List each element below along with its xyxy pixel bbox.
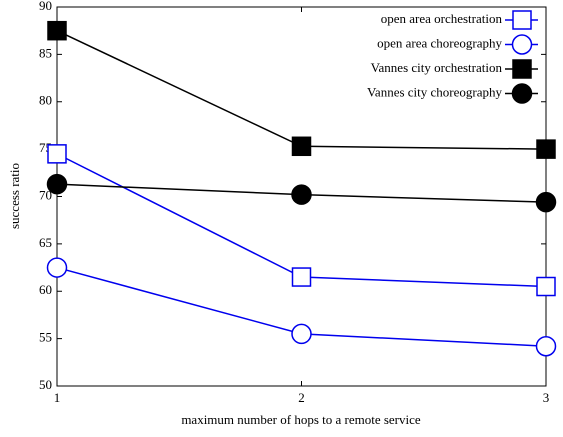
y-axis-label: success ratio	[7, 163, 22, 229]
marker	[46, 257, 68, 278]
marker	[536, 139, 556, 159]
y-tick-label: 50	[39, 377, 52, 392]
marker	[291, 323, 312, 345]
y-tick-label: 55	[39, 330, 52, 345]
y-tick-label: 60	[39, 282, 52, 297]
legend-marker	[512, 10, 532, 30]
legend-marker	[511, 83, 533, 104]
x-tick-label: 1	[54, 390, 61, 405]
y-tick-label: 85	[39, 45, 52, 60]
y-tick-label: 90	[39, 0, 52, 13]
legend-label: open area choreography	[377, 35, 502, 50]
x-tick-label: 3	[543, 390, 550, 405]
marker	[47, 20, 67, 41]
series-line	[56, 153, 547, 288]
y-tick-label: 65	[39, 235, 52, 250]
x-tick-label: 2	[298, 390, 305, 405]
legend-marker	[512, 59, 532, 79]
marker	[535, 335, 557, 357]
y-tick-label: 70	[39, 187, 52, 202]
y-tick-label: 80	[39, 93, 52, 108]
marker	[291, 267, 312, 287]
legend-marker	[511, 34, 533, 55]
marker	[46, 173, 68, 195]
x-axis-label: maximum number of hops to a remote servi…	[181, 412, 421, 427]
marker	[47, 144, 67, 164]
marker	[291, 136, 312, 157]
marker	[536, 276, 556, 297]
marker	[291, 184, 312, 205]
legend-label: Vannes city orchestration	[371, 60, 503, 75]
legend-label: open area orchestration	[381, 11, 503, 26]
marker	[535, 191, 557, 213]
legend-label: Vannes city choreography	[367, 84, 503, 99]
